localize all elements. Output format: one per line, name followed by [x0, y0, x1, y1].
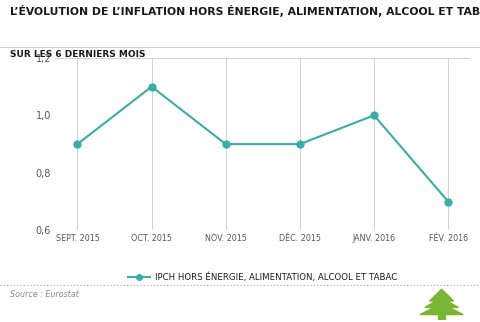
- Text: L’ÉVOLUTION DE L’INFLATION HORS ÉNERGIE, ALIMENTATION, ALCOOL ET TABAC: L’ÉVOLUTION DE L’INFLATION HORS ÉNERGIE,…: [10, 5, 480, 17]
- Polygon shape: [425, 298, 458, 308]
- Polygon shape: [430, 289, 454, 301]
- Text: SUR LES 6 DERNIERS MOIS: SUR LES 6 DERNIERS MOIS: [10, 50, 145, 59]
- Polygon shape: [420, 304, 463, 315]
- Text: Source : Eurostat: Source : Eurostat: [10, 290, 78, 299]
- Legend: IPCH HORS ÉNERGIE, ALIMENTATION, ALCOOL ET TABAC: IPCH HORS ÉNERGIE, ALIMENTATION, ALCOOL …: [125, 269, 401, 285]
- Polygon shape: [438, 313, 445, 320]
